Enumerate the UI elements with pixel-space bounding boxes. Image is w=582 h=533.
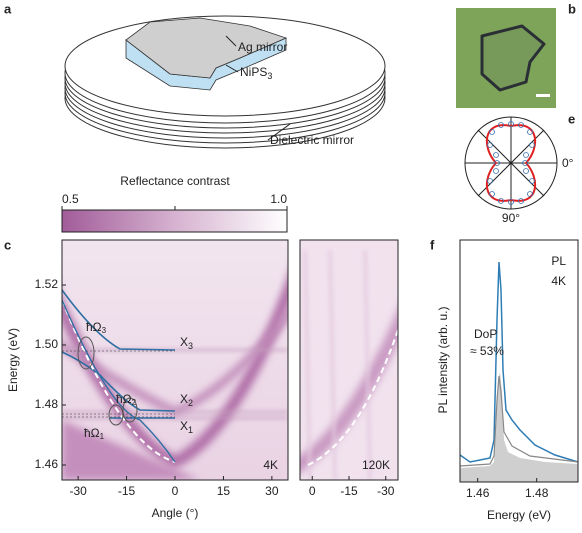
- dop-label: DoP: [474, 327, 497, 341]
- angle-label: 90°: [502, 211, 520, 225]
- label-main: NiPS: [240, 65, 267, 79]
- y-axis-label: Energy (eV): [6, 328, 20, 392]
- x-tick-label: 0: [172, 484, 179, 498]
- panel-label: a: [4, 1, 12, 16]
- heatmap: [300, 240, 398, 480]
- flake: [125, 17, 288, 91]
- tick-label: 1.0: [270, 192, 287, 206]
- dop-value: ≈ 53%: [470, 344, 504, 358]
- x-tick-label: -15: [118, 484, 136, 498]
- pointer: [267, 123, 291, 141]
- x-axis-label: Angle (°): [152, 506, 199, 520]
- label-sub: 3: [102, 326, 107, 335]
- x-tick-label: 1.46: [466, 486, 490, 500]
- y-tick-label: 1.50: [35, 337, 59, 351]
- label-main: ħΩ: [84, 426, 100, 440]
- angle-label: 0°: [562, 156, 574, 170]
- temperature: 4K: [551, 274, 566, 288]
- flake-outline: [480, 24, 546, 92]
- pointer: [225, 64, 239, 73]
- heatmap: [62, 240, 288, 480]
- tick-label: 0.5: [62, 192, 79, 206]
- exciton-label: X3: [180, 335, 193, 351]
- label-sub: 1: [100, 432, 105, 441]
- label-nips: NiPS3: [240, 65, 272, 81]
- label-sub: 2: [188, 398, 193, 408]
- label-main: X: [180, 392, 188, 406]
- pointer: [225, 35, 237, 47]
- panel-label: f: [430, 237, 435, 252]
- x-tick-label: -15: [340, 484, 358, 498]
- panel-label: c: [4, 237, 11, 252]
- polar-plot: [464, 116, 558, 210]
- label-main: ħΩ: [86, 320, 102, 334]
- label-sub: 1: [188, 425, 193, 435]
- x-tick-label: 15: [217, 484, 231, 498]
- y-tick-label: 1.46: [35, 457, 59, 471]
- spectrum: [459, 261, 579, 482]
- fit-curves: [62, 289, 176, 463]
- legend-pl: PL: [551, 254, 566, 268]
- label-sub: 2: [132, 398, 137, 407]
- temperature: 120K: [362, 458, 390, 472]
- label-sub: 3: [188, 341, 193, 351]
- label-main: X: [180, 335, 188, 349]
- panel-label: b: [568, 1, 576, 16]
- temperature: 4K: [263, 458, 278, 472]
- x-tick-label: 30: [265, 484, 279, 498]
- exciton-label: X2: [180, 392, 193, 408]
- label-ag: Ag mirror: [238, 40, 287, 54]
- label-dielectric: Dielectric mirror: [270, 133, 354, 147]
- exciton-label: X1: [180, 419, 193, 435]
- y-tick-label: 1.48: [35, 397, 59, 411]
- x-tick-label: 0: [309, 484, 316, 498]
- y-tick-label: 1.52: [35, 277, 59, 291]
- label-main: ħΩ: [116, 392, 132, 406]
- colorbar-title: Reflectance contrast: [120, 174, 230, 188]
- label-main: X: [180, 419, 188, 433]
- rabi-label: ħΩ1: [84, 426, 105, 441]
- x-tick-label: -30: [377, 484, 395, 498]
- rabi-label: ħΩ2: [116, 392, 137, 407]
- axes-frame: [459, 239, 579, 483]
- colorbar-ticks: 0.5 1.0: [61, 192, 288, 210]
- panel-label: e: [568, 111, 575, 126]
- x-axis-label: Energy (eV): [487, 508, 551, 522]
- scale-bar: [536, 94, 550, 97]
- rabi-label: ħΩ3: [86, 320, 107, 335]
- y-axis-label: PL intensity (arb. u.): [436, 307, 450, 414]
- x-tick-label: -30: [69, 484, 87, 498]
- x-tick-label: 1.48: [525, 486, 549, 500]
- colorbar: [61, 209, 288, 233]
- label-sub: 3: [267, 71, 272, 81]
